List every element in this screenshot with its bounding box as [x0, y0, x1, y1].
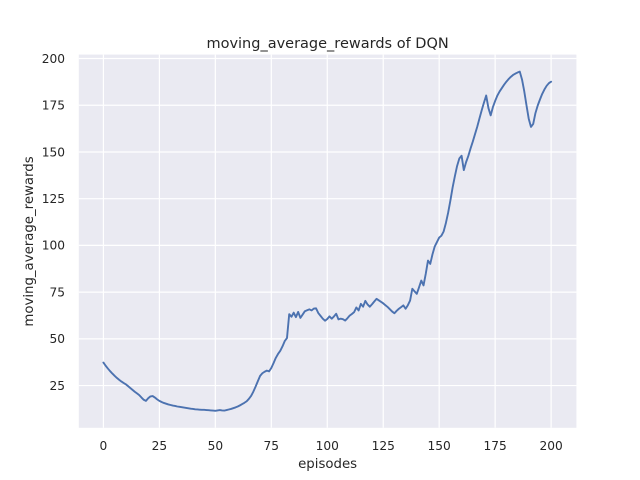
x-tick-label-150: 150 [428, 439, 451, 453]
x-tick-labels: 0 25 50 75 100 125 150 175 200 [100, 439, 563, 453]
y-tick-label-100: 100 [42, 239, 65, 253]
x-tick-label-100: 100 [316, 439, 339, 453]
y-tick-label-175: 175 [42, 99, 65, 113]
x-tick-label-175: 175 [484, 439, 507, 453]
y-axis-label: moving_average_rewards [22, 156, 37, 326]
y-tick-label-125: 125 [42, 192, 65, 206]
chart-title: moving_average_rewards of DQN [206, 36, 448, 52]
x-tick-label-125: 125 [372, 439, 395, 453]
y-tick-label-25: 25 [49, 379, 65, 393]
y-tick-label-150: 150 [42, 145, 65, 159]
x-tick-label-50: 50 [208, 439, 224, 453]
x-tick-label-200: 200 [539, 439, 562, 453]
x-tick-label-25: 25 [152, 439, 168, 453]
y-tick-label-75: 75 [49, 285, 65, 299]
x-tick-label-0: 0 [100, 439, 108, 453]
y-tick-label-50: 50 [49, 332, 65, 346]
dqn-reward-line [102, 70, 553, 412]
x-axis-label: episodes [298, 457, 357, 472]
y-tick-label-200: 200 [42, 52, 65, 66]
x-tick-label-75: 75 [264, 439, 280, 453]
gridlines [78, 54, 577, 428]
y-tick-labels: 25 50 75 100 125 150 175 200 [42, 52, 65, 393]
